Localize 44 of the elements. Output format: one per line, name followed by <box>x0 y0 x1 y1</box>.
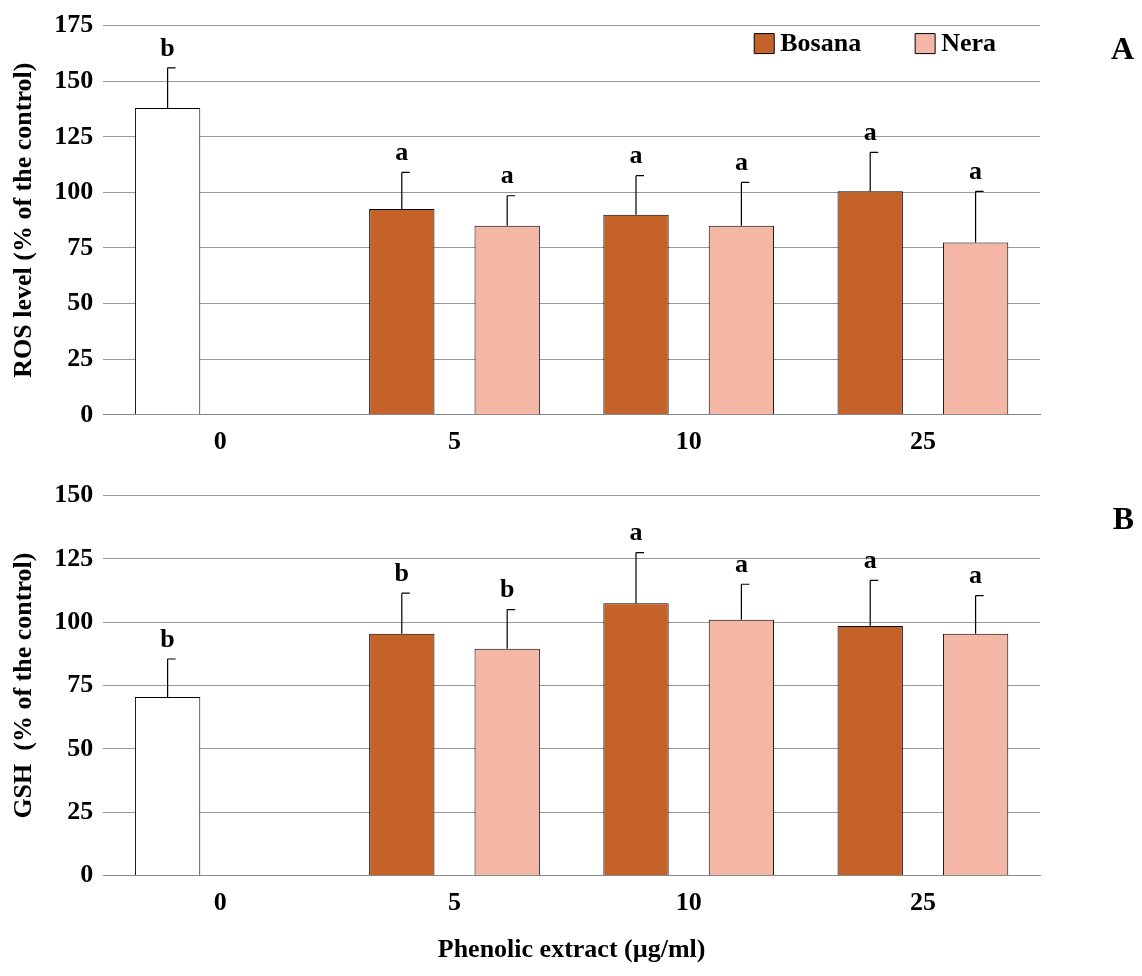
data-label: b <box>160 623 175 653</box>
data-label: a <box>629 140 643 170</box>
y-tick-label: 125 <box>54 120 94 150</box>
data-label: a <box>734 548 748 578</box>
y-tick-label: 75 <box>67 669 94 699</box>
data-label: a <box>969 156 983 186</box>
y-tick-label: 175 <box>54 9 94 39</box>
data-label: b <box>499 574 515 604</box>
x-tick-label: 0 <box>213 886 227 916</box>
y-axis-title: ROS level (% of the control) <box>8 62 38 378</box>
y-tick-label: 50 <box>67 287 94 317</box>
text: A <box>1110 30 1134 67</box>
y-tick-label: 150 <box>54 64 94 94</box>
y-tick-label: 25 <box>67 795 94 825</box>
x-tick-label: 0 <box>213 426 227 456</box>
x-axis-title: Phenolic extract (µg/ml) <box>437 934 706 964</box>
data-label: a <box>863 545 877 575</box>
data-label: b <box>160 32 175 62</box>
y-axis-title: GSH (% of the control) <box>8 552 38 819</box>
data-label: a <box>734 147 748 177</box>
x-tick-label: 10 <box>675 426 702 456</box>
x-tick-label: 10 <box>675 886 702 916</box>
data-label: a <box>969 560 983 590</box>
y-tick-label: 0 <box>80 398 94 428</box>
data-label: a <box>395 137 409 167</box>
y-tick-label: 25 <box>67 342 94 372</box>
data-label: b <box>394 557 410 587</box>
x-tick-label: 5 <box>448 886 461 916</box>
text: B <box>1112 500 1134 537</box>
y-tick-label: 75 <box>67 231 94 261</box>
y-tick-label: 50 <box>67 732 94 762</box>
y-tick-label: 100 <box>54 605 94 635</box>
x-tick-label: 25 <box>909 426 936 456</box>
legend-label: Bosana <box>780 28 862 58</box>
data-label: a <box>863 117 877 147</box>
data-label: a <box>629 517 643 547</box>
y-tick-label: 150 <box>54 479 94 509</box>
y-tick-label: 0 <box>80 859 94 889</box>
y-tick-label: 100 <box>54 176 94 206</box>
x-tick-label: 5 <box>448 426 461 456</box>
data-label: a <box>500 160 514 190</box>
legend-label: Nera <box>941 28 996 58</box>
y-tick-label: 125 <box>54 542 94 572</box>
x-tick-label: 25 <box>909 886 936 916</box>
